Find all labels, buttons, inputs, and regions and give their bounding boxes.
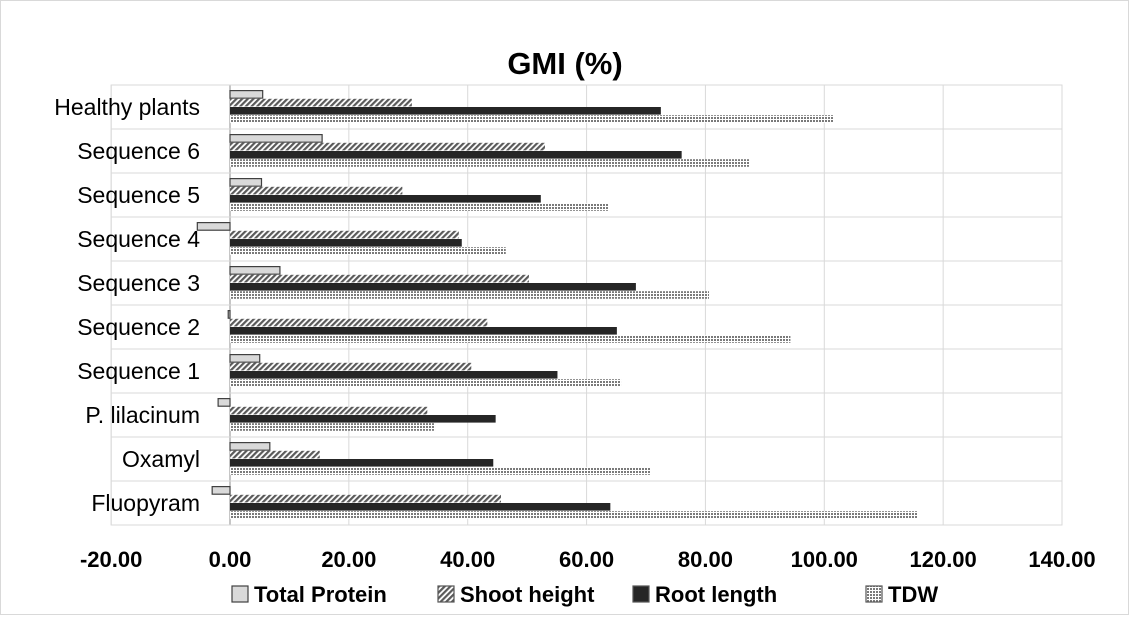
- category-label: Sequence 5: [77, 182, 200, 208]
- bar-shoot-height: [230, 186, 403, 195]
- category-label: Sequence 3: [77, 270, 200, 296]
- bar-shoot-height: [230, 406, 428, 415]
- bar-shoot-height: [230, 142, 545, 151]
- bar-root-length: [230, 151, 682, 159]
- category-label: Sequence 1: [77, 358, 200, 384]
- x-tick-label: 100.00: [791, 547, 858, 572]
- category-label: Sequence 6: [77, 138, 200, 164]
- legend-label: Shoot height: [460, 582, 595, 607]
- x-tick-label: 20.00: [321, 547, 376, 572]
- legend-swatch: [632, 585, 650, 603]
- category-label: P. lilacinum: [85, 402, 200, 428]
- bar-root-length: [230, 371, 558, 379]
- bar-total-protein: [227, 310, 231, 319]
- bar-tdw: [230, 291, 709, 299]
- bar-tdw: [230, 423, 436, 431]
- bar-shoot-height: [230, 362, 472, 371]
- bar-root-length: [230, 415, 496, 423]
- bar-total-protein: [229, 178, 263, 187]
- x-tick-label: 40.00: [440, 547, 495, 572]
- bar-tdw: [230, 159, 750, 167]
- bars-layer: [196, 89, 917, 519]
- bar-shoot-height: [230, 494, 501, 503]
- x-tick-labels: -20.00 0.00 20.00 40.00 60.00 80.00 100.00 120.…: [80, 547, 1096, 572]
- legend-label: Root length: [655, 582, 777, 607]
- bar-shoot-height: [230, 450, 320, 459]
- category-label: Fluopyram: [91, 490, 200, 516]
- bar-root-length: [230, 239, 462, 247]
- x-tick-label: 0.00: [209, 547, 252, 572]
- x-tick-label: 60.00: [559, 547, 614, 572]
- category-label: Sequence 2: [77, 314, 200, 340]
- category-label: Sequence 4: [77, 226, 200, 252]
- bar-tdw: [230, 115, 834, 123]
- bar-tdw: [230, 203, 609, 211]
- bar-total-protein: [229, 134, 323, 143]
- bar-root-length: [230, 107, 661, 115]
- legend-label: TDW: [888, 582, 938, 607]
- legend-swatch: [437, 585, 455, 603]
- bar-tdw: [230, 467, 651, 475]
- legend-swatch: [865, 585, 883, 603]
- bar-root-length: [230, 195, 541, 203]
- legend: Total Protein Shoot height Root length TDW: [231, 582, 938, 607]
- bar-root-length: [230, 327, 617, 335]
- bar-total-protein: [229, 354, 261, 363]
- category-label: Healthy plants: [54, 94, 200, 120]
- bar-shoot-height: [230, 98, 412, 107]
- category-labels: Healthy plants Sequence 6 Sequence 5 Sequen…: [54, 94, 200, 516]
- category-label: Oxamyl: [122, 446, 200, 472]
- bar-total-protein: [196, 222, 231, 231]
- bar-shoot-height: [230, 318, 488, 327]
- bar-total-protein: [229, 89, 264, 99]
- bar-root-length: [230, 503, 611, 511]
- bar-total-protein: [211, 486, 231, 495]
- bar-total-protein: [229, 266, 281, 275]
- bar-shoot-height: [230, 274, 529, 283]
- bar-shoot-height: [230, 230, 459, 239]
- grid-layer: [110, 84, 1063, 526]
- bar-tdw: [230, 247, 506, 255]
- x-tick-label: 140.00: [1028, 547, 1095, 572]
- bar-root-length: [230, 283, 636, 291]
- x-tick-label: 80.00: [678, 547, 733, 572]
- chart-title: GMI (%): [507, 46, 622, 81]
- bar-total-protein: [229, 442, 271, 451]
- x-tick-label: -20.00: [80, 547, 142, 572]
- bar-tdw: [230, 379, 622, 387]
- x-tick-label: 120.00: [909, 547, 976, 572]
- bar-tdw: [230, 335, 791, 343]
- legend-label: Total Protein: [254, 582, 387, 607]
- bar-tdw: [230, 511, 917, 519]
- bar-total-protein: [217, 398, 231, 407]
- bar-root-length: [230, 459, 494, 467]
- legend-swatch: [231, 585, 249, 603]
